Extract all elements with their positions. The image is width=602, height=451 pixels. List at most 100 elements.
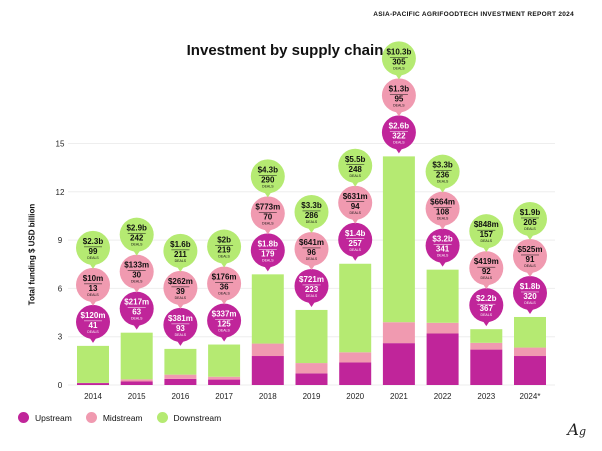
deals-caption: DEALS [481, 276, 493, 280]
amount-label: $10.3b [386, 47, 411, 56]
amount-label: $337m [212, 310, 237, 319]
bar-midstream [251, 343, 284, 357]
x-tick-label: 2016 [172, 392, 190, 401]
amount-label: $176m [212, 273, 237, 282]
amount-label: $1.6b [170, 240, 191, 249]
bar-downstream [514, 316, 546, 348]
deals-caption: DEALS [481, 239, 493, 243]
deals-caption: DEALS [349, 211, 361, 215]
y-tick-label: 15 [56, 140, 65, 149]
bar-downstream [251, 274, 284, 344]
deal-count: 179 [261, 249, 275, 258]
deal-count: 367 [480, 304, 494, 313]
deal-count: 93 [176, 324, 185, 333]
amount-label: $773m [255, 202, 280, 211]
x-tick-label: 2015 [128, 392, 146, 401]
deal-count: 70 [263, 212, 272, 221]
bar-upstream [208, 379, 241, 385]
amount-label: $2.3b [83, 237, 104, 246]
amount-label: $419m [474, 257, 499, 266]
bubble-midstream [338, 185, 373, 220]
amount-label: $525m [518, 245, 543, 254]
bubble-midstream [163, 270, 198, 305]
amount-label: $381m [168, 314, 193, 323]
bar-downstream [120, 332, 153, 380]
amount-label: $1.8b [520, 282, 541, 291]
deals-caption: DEALS [437, 180, 449, 184]
deals-caption: DEALS [175, 296, 187, 300]
deals-caption: DEALS [393, 140, 405, 144]
bar-midstream [120, 379, 153, 382]
deals-caption: DEALS [306, 220, 318, 224]
amount-label: $3.2b [432, 235, 453, 244]
amount-label: $2.6b [389, 121, 410, 130]
bubble-upstream [294, 268, 329, 303]
legend-downstream: Downstream [156, 412, 221, 423]
amount-label: $1.4b [345, 229, 366, 238]
amount-label: $120m [81, 311, 106, 320]
amount-label: $1.3b [389, 84, 410, 93]
deal-count: 211 [174, 250, 187, 259]
legend-upstream: Upstream [18, 412, 72, 423]
legend-swatch [156, 412, 168, 423]
deal-count: 286 [305, 211, 319, 220]
bar-midstream [382, 322, 415, 344]
deal-count: 94 [351, 202, 360, 211]
deals-caption: DEALS [481, 313, 493, 317]
deals-caption: DEALS [349, 248, 361, 252]
bubble-upstream [250, 233, 285, 268]
amount-label: $1.8b [258, 239, 279, 248]
bar-upstream [164, 378, 197, 385]
bubble-midstream [425, 191, 460, 226]
bar-upstream [514, 356, 546, 385]
bar-midstream [426, 322, 459, 334]
deal-count: 236 [436, 171, 450, 180]
amount-label: $1.9b [520, 208, 541, 217]
deal-count: 108 [436, 208, 450, 217]
deals-caption: DEALS [306, 294, 318, 298]
bubble-upstream [338, 222, 373, 257]
deal-count: 219 [217, 246, 231, 255]
deal-count: 305 [392, 57, 406, 66]
bar-midstream [339, 352, 372, 363]
deal-count: 13 [89, 284, 98, 293]
deals-caption: DEALS [437, 254, 449, 258]
deal-count: 91 [526, 255, 535, 264]
legend-label: Midstream [102, 412, 143, 423]
deal-count: 205 [523, 218, 537, 227]
deals-caption: DEALS [131, 317, 143, 321]
amount-label: $262m [168, 277, 193, 286]
x-tick-label: 2020 [346, 392, 364, 401]
bubble-midstream [250, 196, 285, 231]
deals-caption: DEALS [306, 257, 318, 261]
deals-caption: DEALS [175, 333, 187, 337]
bubble-downstream [513, 201, 547, 236]
bar-downstream [77, 345, 109, 383]
bar-upstream [382, 343, 415, 385]
x-tick-label: 2018 [259, 392, 277, 401]
amount-label: $2.2b [476, 294, 497, 303]
amount-label: $3.3b [301, 201, 322, 210]
deals-caption: DEALS [262, 258, 274, 262]
bubble-upstream [469, 288, 504, 323]
bar-upstream [426, 333, 459, 385]
deal-count: 36 [220, 283, 229, 292]
bubble-midstream [294, 231, 329, 266]
legend: Upstream Midstream Downstream [18, 412, 221, 423]
bubble-downstream [163, 233, 198, 268]
bubble-downstream [469, 214, 504, 249]
bar-upstream [251, 356, 284, 385]
bar-downstream [382, 156, 415, 323]
deals-caption: DEALS [87, 256, 99, 260]
y-tick-label: 12 [56, 188, 65, 197]
bar-upstream [120, 381, 153, 385]
y-tick-label: 9 [58, 236, 63, 245]
deals-caption: DEALS [87, 330, 99, 334]
deal-count: 99 [89, 247, 98, 256]
bubble-upstream [119, 291, 154, 326]
deals-caption: DEALS [349, 174, 361, 178]
deals-caption: DEALS [393, 103, 405, 107]
deal-count: 322 [392, 131, 406, 140]
x-tick-label: 2023 [477, 392, 495, 401]
